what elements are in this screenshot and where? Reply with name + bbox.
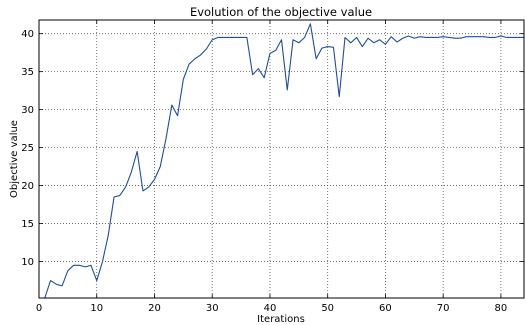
- series-line: [39, 24, 524, 311]
- x-tick-label: 50: [321, 303, 334, 314]
- x-axis-label: Iterations: [257, 314, 305, 325]
- x-tick-label: 10: [90, 303, 103, 314]
- y-tick-label: 20: [21, 181, 34, 192]
- plot-frame: [39, 20, 524, 298]
- series-layer: [39, 24, 524, 311]
- x-tick-label: 0: [36, 303, 42, 314]
- x-tick-label: 20: [148, 303, 161, 314]
- x-tick-label: 40: [264, 303, 277, 314]
- grid: [39, 20, 524, 298]
- y-tick-label: 25: [21, 143, 34, 154]
- y-tick-label: 40: [21, 29, 34, 40]
- y-tick-labels: 10 15 20 25 30 35 40: [21, 29, 34, 268]
- x-tick-labels: 0 10 20 30 40 50 60 70 80: [36, 303, 507, 314]
- x-tick-label: 80: [495, 303, 508, 314]
- y-tick-label: 30: [21, 105, 34, 116]
- x-tick-label: 70: [437, 303, 450, 314]
- y-axis-label: Objective value: [9, 120, 20, 198]
- x-tick-label: 30: [206, 303, 219, 314]
- y-tick-label: 15: [21, 219, 34, 230]
- x-tick-label: 60: [379, 303, 392, 314]
- y-tick-label: 35: [21, 67, 34, 78]
- chart-title: Evolution of the objective value: [190, 5, 372, 19]
- y-tick-label: 10: [21, 257, 34, 268]
- ticks: [39, 20, 524, 298]
